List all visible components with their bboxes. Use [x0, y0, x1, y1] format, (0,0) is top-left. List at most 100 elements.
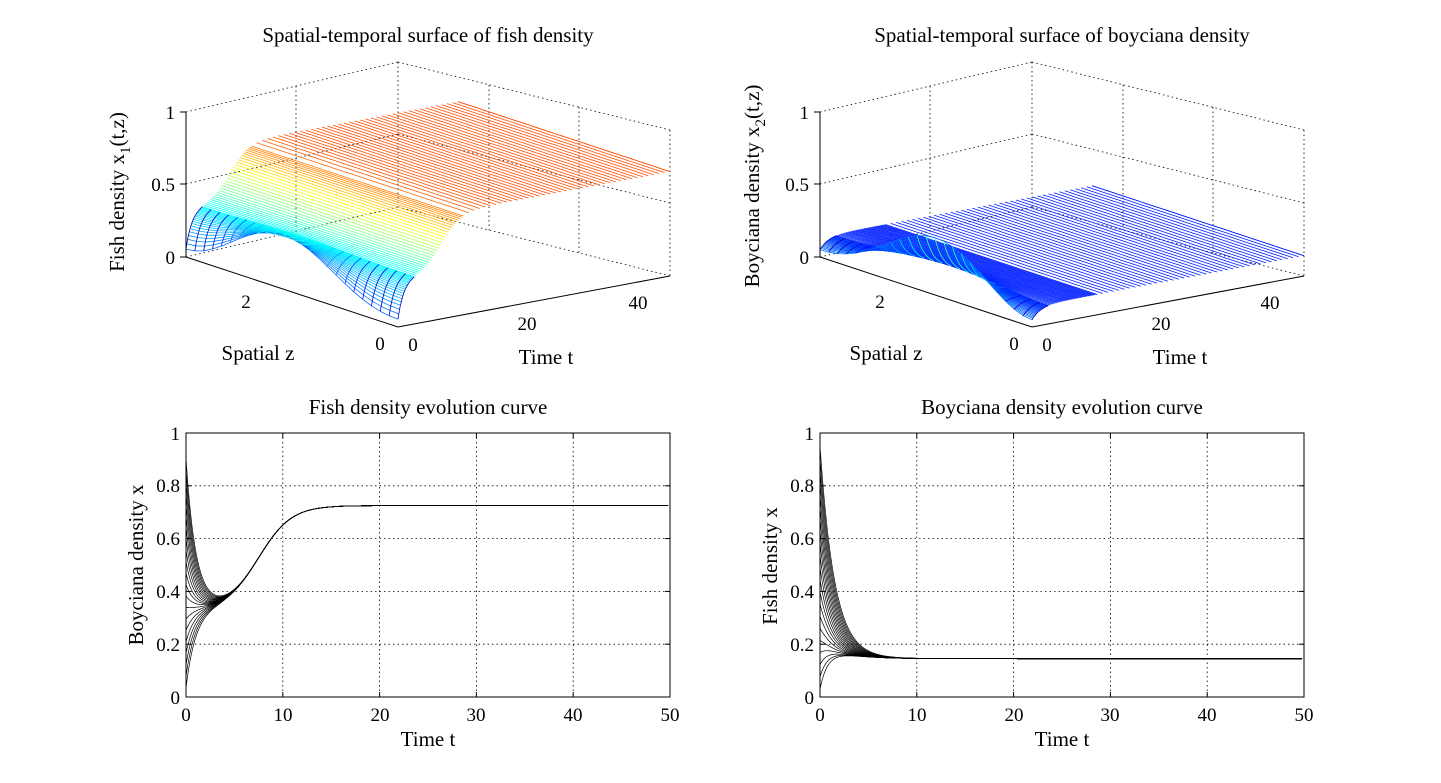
surface-mesh-line [247, 224, 265, 236]
surface-mesh-line [896, 222, 1109, 293]
surface-mesh-line [875, 225, 1088, 297]
surface-mesh-line [907, 236, 925, 259]
surface-mesh-line [365, 118, 578, 190]
density-series-line [185, 469, 669, 597]
surface-mesh-line [966, 208, 1180, 280]
surface-mesh-line [371, 267, 389, 306]
density-series-line [185, 505, 669, 606]
y-tick-1: 1 [171, 424, 181, 445]
surface-mesh-line [218, 189, 431, 261]
surface-mesh-line [229, 219, 247, 243]
surface-mesh-line [890, 223, 1103, 294]
surface-mesh-line [238, 159, 451, 231]
surface-mesh-line [370, 117, 584, 189]
surface-mesh-line [335, 254, 353, 276]
surface-mesh-line [194, 209, 212, 251]
density-series-line [185, 505, 669, 642]
surface-mesh-line [906, 220, 1120, 291]
z-tick-0: 0 [166, 248, 176, 269]
surface-mesh-line [883, 224, 1096, 296]
surface-mesh-line [1075, 188, 1288, 260]
surface-mesh-line [872, 226, 1085, 298]
surface-mesh-line [1022, 302, 1040, 316]
surface-mesh-line [354, 120, 567, 192]
surface-mesh-line [961, 209, 1174, 281]
surface-mesh-line [425, 107, 638, 179]
surface-mesh-line [1053, 192, 1267, 264]
density-series-line [819, 519, 1303, 660]
surface-mesh-line [343, 122, 556, 194]
surface-mesh-line [939, 213, 1152, 285]
surface-mesh-line [282, 234, 300, 239]
spatial-tick-2: 2 [875, 292, 885, 313]
surface-mesh-line [256, 227, 274, 234]
surface-mesh-line [899, 239, 916, 257]
surface-mesh-line [283, 134, 497, 205]
x-tick-10: 10 [274, 705, 293, 726]
z-tick-0.5: 0.5 [151, 175, 175, 196]
surface-mesh-line [221, 185, 435, 257]
x-tick-20: 20 [371, 705, 390, 726]
surface-mesh-line [868, 227, 1082, 298]
surface-mesh-line [310, 128, 524, 200]
boyciana-surface-axes [814, 111, 1305, 328]
time-axis-label: Time t [519, 345, 574, 369]
surface-mesh-line [246, 149, 459, 221]
surface-mesh-line [1014, 298, 1031, 310]
time-tick-0: 0 [408, 335, 418, 356]
surface-mesh-line [398, 112, 611, 184]
spatial-tick-0: 0 [1009, 334, 1019, 355]
y-tick-0.2: 0.2 [156, 635, 180, 656]
surface-mesh-line [318, 247, 335, 259]
surface-mesh-line [864, 247, 881, 252]
x-tick-50: 50 [1295, 705, 1314, 726]
fish-surface-box [185, 61, 671, 277]
surface-mesh-line [983, 205, 1196, 277]
surface-mesh-line [274, 232, 291, 236]
surface-mesh-line [228, 174, 441, 246]
y-tick-0.6: 0.6 [156, 529, 180, 550]
surface-mesh-line [890, 242, 908, 255]
surface-mesh-line [870, 226, 1083, 298]
surface-mesh-line [300, 130, 513, 202]
y-tick-0.8: 0.8 [790, 476, 814, 497]
surface-mesh-line [1026, 197, 1239, 269]
y-tick-1: 1 [805, 424, 815, 445]
surface-mesh-line [999, 202, 1212, 274]
surface-mesh-line [865, 227, 1078, 299]
fish-curve-panel: Fish density evolution curve 0 0.2 0.4 0… [124, 395, 680, 751]
boyciana-curve-series [819, 446, 1303, 690]
boyciana-density-surface [819, 185, 1305, 321]
surface-mesh-line [256, 142, 469, 214]
density-series-line [185, 505, 669, 631]
surface-mesh-line [349, 121, 562, 193]
x-tick-0: 0 [181, 705, 191, 726]
surface-mesh-line [203, 204, 417, 276]
fish-surface-axes [180, 111, 671, 328]
surface-mesh-line [359, 119, 573, 191]
surface-mesh-line [344, 257, 362, 284]
fish-curve-y-label: Boyciana density x [124, 484, 148, 645]
density-series-line [819, 446, 1303, 660]
density-series-line [185, 458, 669, 597]
surface-mesh-line [225, 180, 438, 252]
boyciana-curve-y-tick-labels: 0 0.2 0.4 0.6 0.8 1 [790, 424, 814, 709]
x-tick-40: 40 [1198, 705, 1217, 726]
surface-mesh-line [211, 197, 425, 269]
density-series-line [819, 653, 1303, 665]
surface-mesh-line [1015, 199, 1228, 271]
surface-mesh-line [457, 101, 671, 172]
surface-mesh-line [960, 253, 978, 277]
x-tick-0: 0 [815, 705, 825, 726]
density-series-line [185, 505, 669, 688]
surface-mesh-line [1032, 196, 1245, 268]
density-series-line [185, 505, 669, 601]
surface-mesh-line [379, 270, 397, 312]
density-series-line [185, 505, 669, 620]
surface-mesh-line [236, 161, 449, 233]
density-series-line [185, 505, 669, 604]
surface-mesh-line [272, 136, 486, 208]
surface-mesh-line [430, 106, 643, 178]
fish-curve-x-tick-labels: 0 10 20 30 40 50 [181, 705, 679, 726]
